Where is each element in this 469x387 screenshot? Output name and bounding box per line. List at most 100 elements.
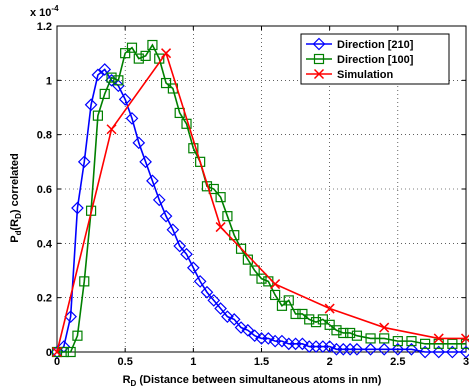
data-point bbox=[180, 247, 193, 261]
data-point bbox=[195, 156, 206, 167]
data-point bbox=[146, 174, 159, 188]
data-point bbox=[290, 308, 301, 320]
data-point bbox=[215, 222, 226, 233]
legend-marker bbox=[312, 37, 326, 51]
data-point bbox=[460, 333, 469, 344]
y-tick-label: 1 bbox=[46, 75, 52, 87]
data-point bbox=[276, 300, 288, 311]
data-point bbox=[51, 346, 63, 358]
data-point bbox=[275, 334, 289, 348]
data-point bbox=[345, 327, 356, 339]
y-tick-label: 0.4 bbox=[37, 238, 53, 250]
data-point bbox=[71, 201, 84, 215]
data-point bbox=[58, 346, 69, 358]
x-tick-label: 2.5 bbox=[390, 356, 405, 368]
legend-entry: Direction [210] bbox=[306, 37, 414, 51]
data-point bbox=[152, 193, 166, 207]
data-point bbox=[248, 329, 262, 343]
data-point bbox=[147, 39, 158, 51]
data-point bbox=[215, 192, 226, 203]
data-point bbox=[188, 143, 199, 154]
legend-marker bbox=[313, 68, 325, 80]
data-point bbox=[433, 333, 444, 344]
data-point bbox=[161, 48, 172, 59]
data-point bbox=[200, 285, 214, 299]
y-tick-label: 0.6 bbox=[37, 184, 52, 196]
data-point bbox=[65, 346, 76, 358]
data-point bbox=[351, 330, 363, 341]
axis-ticks: 0 0.5 1 1.5 2 2.5 3 0 0.2 0.4 0.6 0.8 1 1.2 bbox=[37, 21, 469, 368]
data-point bbox=[51, 346, 63, 358]
data-point bbox=[160, 77, 172, 89]
data-point bbox=[350, 342, 364, 356]
data-point bbox=[324, 303, 335, 314]
y-tick-label: 0 bbox=[46, 347, 52, 359]
data-point bbox=[446, 345, 459, 359]
x-tick-label: 0 bbox=[54, 356, 60, 368]
data-point bbox=[249, 265, 260, 276]
data-point bbox=[79, 276, 90, 287]
y-axis-label: Pd(RD) correlated bbox=[9, 153, 23, 243]
x-tick-label: 1 bbox=[190, 356, 196, 368]
data-point bbox=[270, 279, 281, 290]
data-point bbox=[118, 93, 132, 106]
data-point bbox=[406, 336, 417, 347]
data-point bbox=[270, 289, 281, 301]
data-point bbox=[140, 50, 151, 61]
y-exponent-label: x 10-4 bbox=[30, 4, 59, 19]
legend-entry: Simulation bbox=[306, 68, 394, 81]
legend-entry: Direction [100] bbox=[306, 53, 414, 66]
data-point bbox=[297, 308, 308, 320]
data-point bbox=[331, 325, 342, 336]
data-point bbox=[365, 333, 376, 344]
data-point bbox=[106, 72, 117, 83]
data-point bbox=[50, 345, 64, 359]
data-point bbox=[214, 302, 227, 315]
data-point bbox=[173, 239, 187, 253]
legend-marker bbox=[313, 53, 325, 65]
data-point bbox=[221, 310, 234, 324]
data-point bbox=[364, 342, 377, 356]
data-point bbox=[391, 342, 405, 356]
data-point bbox=[379, 333, 390, 344]
series-diamond bbox=[50, 63, 469, 359]
data-point bbox=[222, 211, 233, 222]
data-point bbox=[418, 345, 432, 359]
data-point bbox=[99, 88, 110, 100]
data-point bbox=[193, 275, 207, 288]
data-point bbox=[324, 319, 335, 330]
data-point bbox=[234, 321, 248, 334]
data-point bbox=[120, 48, 131, 59]
y-tick-label: 0.8 bbox=[37, 130, 52, 142]
data-point bbox=[420, 338, 431, 349]
data-point bbox=[432, 345, 446, 359]
data-point bbox=[139, 155, 152, 169]
data-point bbox=[323, 340, 337, 353]
data-point bbox=[113, 75, 124, 86]
data-point bbox=[133, 53, 144, 64]
data-point bbox=[377, 342, 391, 356]
data-point bbox=[132, 136, 146, 150]
data-point bbox=[207, 294, 221, 307]
y-tick-label: 1.2 bbox=[37, 21, 52, 33]
data-point bbox=[227, 313, 241, 326]
data-point bbox=[447, 338, 458, 349]
y-tick-label: 0.2 bbox=[37, 293, 52, 305]
data-point bbox=[72, 330, 83, 341]
data-point bbox=[304, 314, 315, 325]
x-tick-label: 0.5 bbox=[118, 356, 133, 368]
data-point bbox=[64, 310, 77, 324]
data-point bbox=[166, 223, 180, 237]
data-point bbox=[256, 273, 267, 284]
legend: Direction [210] Direction [100] Simulation bbox=[300, 33, 450, 85]
data-point bbox=[84, 98, 98, 112]
grid-lines bbox=[57, 26, 466, 352]
data-point bbox=[125, 112, 139, 125]
data-point bbox=[229, 230, 240, 241]
data-point bbox=[77, 155, 91, 169]
data-point bbox=[241, 323, 255, 337]
data-point bbox=[235, 243, 247, 254]
data-point bbox=[126, 42, 138, 53]
plot-series bbox=[50, 39, 469, 359]
data-point bbox=[338, 327, 349, 339]
